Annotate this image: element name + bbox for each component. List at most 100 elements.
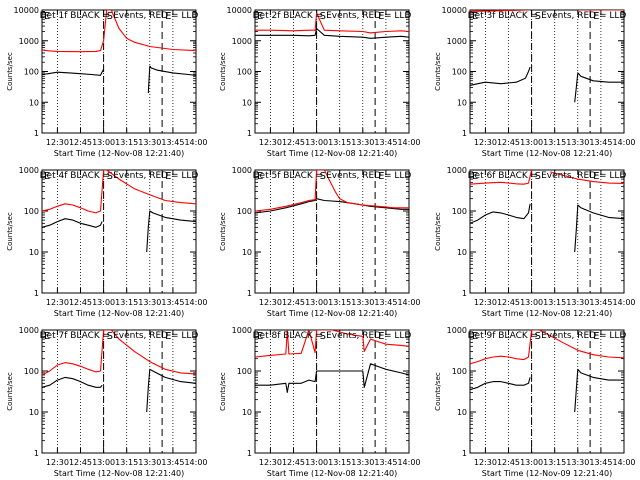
x-tick-label: 12:30 xyxy=(474,138,497,147)
x-axis-label: Start Time (12-Nov-08 12:21:40) xyxy=(482,149,612,158)
panel-4: 1 10 100 1000 12:30 12:45 13:00 13:15 13:30 13:45… xyxy=(6,166,208,318)
y-tick-label: 1000 xyxy=(447,326,467,335)
panel-title: Det 5f BLACK = Events, RED = LLD xyxy=(253,171,412,181)
x-tick-label: 12:30 xyxy=(259,138,282,147)
event-marker-label: E xyxy=(44,171,50,182)
x-axis-label: Start Time (12-Nov-08 12:21:40) xyxy=(482,309,612,318)
event-marker-label: E xyxy=(165,171,171,182)
x-tick-label: 13:15 xyxy=(543,138,566,147)
x-tick-label: 13:45 xyxy=(161,298,184,307)
panel-title: Det 3f BLACK = Events, RED = LLD xyxy=(468,11,627,21)
series-line-events xyxy=(574,204,624,253)
series-line-events xyxy=(255,198,409,214)
y-tick-label: 1 xyxy=(462,449,467,458)
y-tick-label: 10000 xyxy=(442,6,467,15)
x-tick-label: 13:15 xyxy=(328,458,351,467)
y-tick-label: 100 xyxy=(237,68,252,77)
y-tick-label: 10 xyxy=(457,408,467,417)
panel-3: 1 10 100 1000 10000 12:30 12:45 13:00 13:15 13:30… xyxy=(434,6,636,158)
panel-title: Det 6f BLACK = Events, RED = LLD xyxy=(468,171,627,181)
x-tick-label: 13:45 xyxy=(374,298,397,307)
event-marker-label: S xyxy=(535,331,541,342)
series-group xyxy=(470,330,624,413)
x-tick-label: 13:00 xyxy=(92,138,115,147)
x-axis-label: Start Time (12-Nov-08 12:21:40) xyxy=(54,309,184,318)
y-axis-label: Counts/sec xyxy=(434,212,442,251)
x-tick-label: 12:45 xyxy=(497,298,520,307)
x-tick-label: 14:00 xyxy=(612,298,635,307)
y-axis-label: Counts/sec xyxy=(434,52,442,91)
series-line-events xyxy=(146,368,196,413)
x-tick-label: 12:30 xyxy=(46,138,69,147)
x-tick-label: 13:00 xyxy=(520,298,543,307)
event-marker-label: E xyxy=(472,171,478,182)
panel-6: 1 10 100 1000 12:30 12:45 13:00 13:15 13:30 13:45… xyxy=(434,166,636,318)
x-tick-label: 12:45 xyxy=(69,458,92,467)
y-tick-label: 1000 xyxy=(19,37,39,46)
x-tick-label: 13:15 xyxy=(328,138,351,147)
x-tick-label: 13:30 xyxy=(138,298,161,307)
x-tick-label: 12:30 xyxy=(46,458,69,467)
x-tick-label: 14:00 xyxy=(612,458,635,467)
y-tick-label: 100 xyxy=(24,68,39,77)
y-tick-label: 1000 xyxy=(447,37,467,46)
y-tick-label: 1 xyxy=(462,129,467,138)
y-tick-label: 100 xyxy=(237,207,252,216)
x-tick-label: 13:15 xyxy=(543,298,566,307)
series-line-events xyxy=(470,203,531,224)
plot-frame xyxy=(469,329,625,454)
event-marker-label: E xyxy=(257,331,263,342)
panel-title: Det 2f BLACK = Events, RED = LLD xyxy=(253,11,412,21)
series-line-lld xyxy=(470,10,531,12)
panel-1: 1 10 100 1000 10000 12:30 12:45 13:00 13:15 13:30… xyxy=(6,6,208,158)
event-marker-label: S xyxy=(320,331,326,342)
x-axis-label: Start Time (12-Nov-09 12:21:40) xyxy=(482,469,612,478)
x-tick-label: 13:00 xyxy=(305,458,328,467)
event-marker-label: E xyxy=(257,171,263,182)
series-line-events xyxy=(255,363,409,393)
x-tick-label: 14:00 xyxy=(397,298,420,307)
y-axis-label: Counts/sec xyxy=(219,372,227,411)
y-tick-label: 100 xyxy=(24,367,39,376)
x-tick-label: 14:00 xyxy=(397,138,420,147)
series-line-events xyxy=(147,65,196,94)
x-tick-label: 13:15 xyxy=(328,298,351,307)
y-tick-label: 10 xyxy=(29,408,39,417)
series-group xyxy=(470,10,624,103)
series-group xyxy=(470,170,624,253)
x-tick-label: 13:30 xyxy=(566,298,589,307)
y-tick-label: 1000 xyxy=(232,166,252,175)
series-line-events xyxy=(574,72,624,103)
event-marker-label: E xyxy=(472,331,478,342)
y-tick-label: 1 xyxy=(462,289,467,298)
x-tick-label: 13:00 xyxy=(305,298,328,307)
y-tick-label: 10 xyxy=(242,98,252,107)
event-marker-label: E xyxy=(165,11,171,22)
y-axis-label: Counts/sec xyxy=(219,212,227,251)
series-line-events xyxy=(470,66,531,87)
series-line-lld xyxy=(255,170,409,212)
x-tick-label: 12:45 xyxy=(69,138,92,147)
x-tick-label: 13:45 xyxy=(374,138,397,147)
x-tick-label: 13:30 xyxy=(138,458,161,467)
y-tick-label: 1000 xyxy=(232,37,252,46)
x-tick-label: 13:15 xyxy=(115,298,138,307)
event-marker-label: S xyxy=(535,171,541,182)
x-tick-label: 14:00 xyxy=(184,298,207,307)
y-tick-label: 10 xyxy=(242,408,252,417)
y-axis-label: Counts/sec xyxy=(219,52,227,91)
y-axis-label: Counts/sec xyxy=(6,372,14,411)
x-tick-label: 13:00 xyxy=(520,458,543,467)
event-marker-label: S xyxy=(320,171,326,182)
series-line-lld xyxy=(470,330,624,365)
series-line-lld xyxy=(549,171,624,184)
panel-title: Det 8f BLACK = Events, RED = LLD xyxy=(253,331,412,341)
y-tick-label: 1000 xyxy=(447,166,467,175)
y-tick-label: 100 xyxy=(452,367,467,376)
x-axis-label: Start Time (12-Nov-08 12:21:40) xyxy=(54,149,184,158)
series-line-lld xyxy=(42,10,196,53)
event-marker-label: S xyxy=(320,11,326,22)
x-tick-label: 12:45 xyxy=(497,138,520,147)
x-tick-label: 12:45 xyxy=(282,298,305,307)
x-tick-label: 13:45 xyxy=(161,458,184,467)
